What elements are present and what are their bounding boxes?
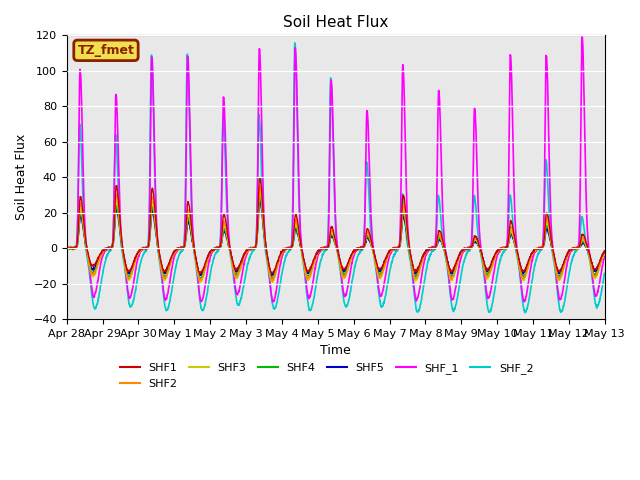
X-axis label: Time: Time	[321, 344, 351, 357]
Legend: SHF1, SHF2, SHF3, SHF4, SHF5, SHF_1, SHF_2: SHF1, SHF2, SHF3, SHF4, SHF5, SHF_1, SHF…	[115, 359, 538, 393]
Y-axis label: Soil Heat Flux: Soil Heat Flux	[15, 134, 28, 220]
Title: Soil Heat Flux: Soil Heat Flux	[283, 15, 388, 30]
Text: TZ_fmet: TZ_fmet	[77, 44, 134, 57]
